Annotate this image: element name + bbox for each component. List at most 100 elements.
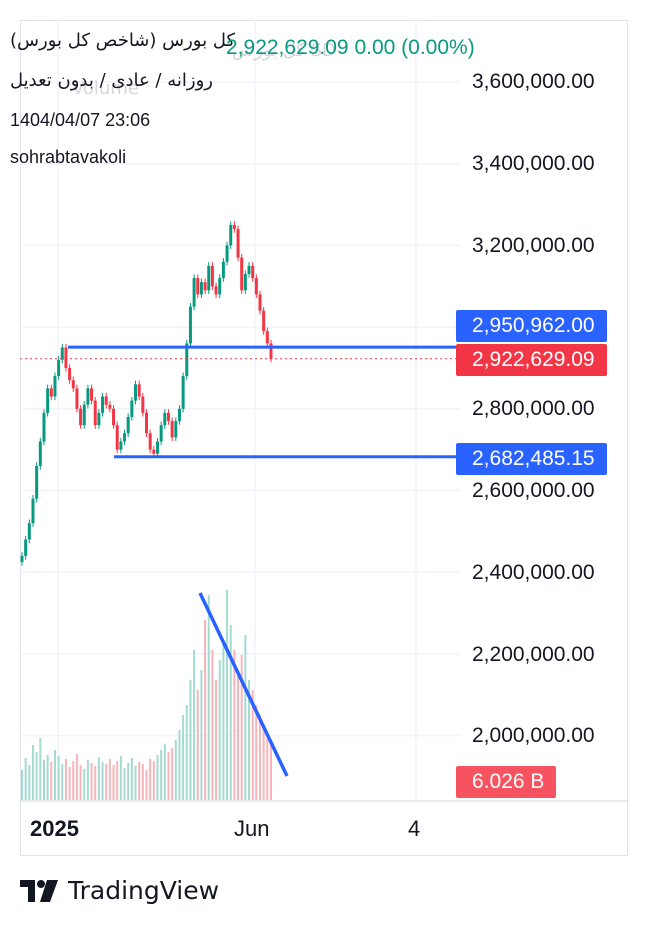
volume-bar xyxy=(152,761,155,800)
volume-bar xyxy=(163,744,166,800)
volume-bar xyxy=(64,759,67,800)
volume-bar xyxy=(233,650,236,800)
candle-body xyxy=(214,286,218,295)
volume-bar xyxy=(237,670,240,800)
volume-bar xyxy=(193,650,196,800)
volume-bar xyxy=(79,765,82,800)
candle-body xyxy=(163,412,167,426)
volume-bar xyxy=(86,760,89,800)
candle-body xyxy=(57,359,61,377)
candle-body xyxy=(137,384,141,397)
candle-body xyxy=(247,265,251,274)
candle-body xyxy=(130,400,134,417)
candle-body xyxy=(177,408,181,422)
drawings xyxy=(20,345,456,777)
volume-bar xyxy=(174,740,177,800)
candle-body xyxy=(155,441,159,454)
lower-line-price-tag[interactable]: 2,682,485.15 xyxy=(456,443,607,475)
candle-body xyxy=(93,400,97,426)
volume-bar xyxy=(83,769,86,800)
candle-body xyxy=(38,441,42,466)
volume-bar xyxy=(251,690,254,800)
volume-bar xyxy=(229,625,232,800)
y-tick-label: 2,600,000.00 xyxy=(472,479,595,502)
volume-bar xyxy=(90,763,93,800)
volume-bar xyxy=(178,730,181,800)
volume-bar xyxy=(262,725,265,800)
x-tick-label: 4 xyxy=(408,816,421,841)
candle-body xyxy=(115,425,119,450)
volume-bar xyxy=(42,760,45,800)
volume-tag: 6.026 B xyxy=(456,766,557,798)
volume-bar xyxy=(248,680,251,800)
candle-body xyxy=(119,441,123,450)
volume-bar xyxy=(57,756,60,800)
volume-bar xyxy=(226,590,229,800)
upper-line-price-tag[interactable]: 2,950,962.00 xyxy=(456,310,607,342)
author-label[interactable]: sohrabtavakoli xyxy=(10,147,127,167)
candle-body xyxy=(181,376,185,409)
candle-body xyxy=(262,310,266,332)
candle-body xyxy=(68,367,72,381)
chart-frame xyxy=(20,20,628,856)
candle-body xyxy=(210,265,214,287)
volume-bar xyxy=(215,680,218,800)
volume-bar xyxy=(182,715,185,800)
candle-body xyxy=(174,421,178,438)
candle-body xyxy=(60,347,64,360)
volume-bar xyxy=(207,595,210,800)
symbol-title[interactable]: کل بورس (شاخص کل بورس) xyxy=(10,30,236,51)
volume-bar xyxy=(39,738,42,800)
volume-bar xyxy=(105,764,108,800)
volume-bar xyxy=(24,758,27,800)
volume-bar xyxy=(200,670,203,800)
candle-body xyxy=(86,388,90,405)
candle-body xyxy=(145,412,148,434)
y-tick-label: 3,400,000.00 xyxy=(472,152,595,175)
tradingview-logo[interactable]: TradingView xyxy=(20,876,219,905)
volume-bar xyxy=(119,756,122,800)
price-info: 2,922,629.09 0.00 (0.00%) xyxy=(226,36,475,59)
volume-bar xyxy=(130,758,133,800)
volume-bar xyxy=(270,745,272,800)
volume-bar xyxy=(244,635,247,800)
candle-body xyxy=(207,265,211,291)
candle-body xyxy=(141,396,145,413)
chart-grid xyxy=(20,20,460,800)
candle-body xyxy=(265,331,269,344)
volume-bar xyxy=(266,738,269,800)
candle-body xyxy=(101,396,105,413)
volume-bar xyxy=(108,759,111,800)
volume-bar xyxy=(160,750,163,800)
volume-bar xyxy=(185,705,188,800)
candle-body xyxy=(27,523,31,540)
candle-body xyxy=(243,273,247,291)
candle-body xyxy=(258,294,262,311)
candle-body xyxy=(71,380,75,389)
candle-body xyxy=(75,388,79,409)
volume-bar xyxy=(240,655,243,800)
x-tick-label: Jun xyxy=(234,816,270,841)
candle-body xyxy=(90,388,94,401)
y-tick-label: 3,600,000.00 xyxy=(472,70,595,93)
volume-bar xyxy=(196,690,199,800)
volume-trendline xyxy=(198,592,289,777)
candle-body xyxy=(79,408,83,426)
candle-body xyxy=(104,396,108,405)
candle-body xyxy=(170,421,174,438)
volume-bar xyxy=(167,752,170,800)
candle-body xyxy=(97,412,101,426)
volume-bar xyxy=(50,762,53,800)
volume-bar xyxy=(46,755,49,800)
datetime-label: 1404/04/07 23:06 xyxy=(10,110,151,130)
volume-bar xyxy=(72,761,75,800)
volume-bar xyxy=(53,750,56,800)
candle-body xyxy=(35,465,39,499)
candle-body xyxy=(20,555,24,562)
tradingview-logo-icon xyxy=(20,879,58,902)
volume-bar xyxy=(123,768,126,800)
volume-bar xyxy=(259,715,262,800)
candle-body xyxy=(251,265,255,279)
candle-body xyxy=(42,412,46,442)
